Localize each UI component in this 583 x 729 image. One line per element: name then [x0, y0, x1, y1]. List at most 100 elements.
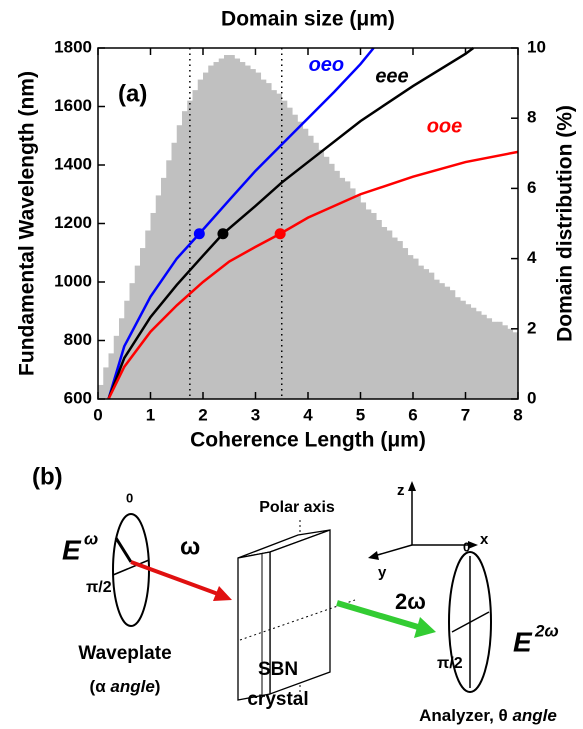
histogram-bar	[255, 72, 262, 399]
histogram-bar	[497, 321, 503, 399]
histogram-bar	[423, 269, 430, 399]
polar-axis-label: Polar axis	[259, 499, 335, 516]
arrowhead	[414, 617, 436, 638]
x-label: x	[480, 531, 489, 548]
y-tick-label: 800	[64, 330, 92, 349]
histogram-bar	[276, 93, 283, 399]
histogram-bar	[355, 195, 361, 399]
x-tick-label: 5	[356, 405, 365, 424]
panel-label: (a)	[118, 80, 147, 107]
histogram-bar	[260, 79, 267, 399]
histogram-bar	[465, 304, 472, 399]
analyzer-label: Analyzer, θ angle	[419, 706, 557, 725]
histogram-bar	[124, 300, 130, 399]
chart-a: oeo eee ooe 0 1 2 3 4 5 6 7 8 600 800 1000 1200 1400 1600…	[16, 8, 577, 452]
histogram-bar	[287, 107, 293, 400]
histogram-bar	[113, 335, 120, 399]
histogram-bar	[449, 290, 456, 399]
histogram-bar	[192, 90, 199, 400]
panel-label: (b)	[32, 463, 63, 490]
histogram-bar	[203, 72, 209, 399]
input-beam	[130, 560, 219, 596]
analyzer-shape	[448, 551, 492, 693]
histogram-bar	[360, 202, 367, 399]
histogram-bar	[444, 286, 451, 399]
histogram-bar	[129, 283, 136, 399]
an-zero: 0	[463, 539, 470, 554]
histogram-bar	[302, 128, 309, 400]
y2-tick-label: 4	[527, 248, 537, 267]
arrowhead	[368, 551, 379, 560]
histogram-bar	[271, 90, 277, 400]
histogram-bar	[334, 170, 340, 399]
histogram-bar	[176, 125, 183, 399]
histogram-bar	[103, 367, 109, 399]
marker	[217, 228, 229, 240]
histogram-bar	[140, 248, 146, 399]
histogram-bar	[476, 311, 482, 399]
x-tick-label: 0	[93, 405, 102, 424]
histogram-bar	[418, 265, 424, 399]
x-axis-label: Coherence Length (μm)	[190, 429, 426, 452]
x-tick-label: 2	[198, 405, 207, 424]
histogram-bar	[208, 65, 214, 400]
y-tick-label: 1200	[54, 213, 92, 232]
histogram-bar	[470, 307, 477, 399]
y2-tick-label: 8	[527, 108, 536, 127]
x-tick-label: 1	[146, 405, 155, 424]
histogram-bar	[397, 241, 403, 399]
e-in: E	[62, 534, 82, 565]
omega: ω	[180, 533, 200, 560]
y-label: y	[378, 564, 387, 581]
histogram-bar	[350, 188, 356, 399]
histogram-bar	[250, 69, 256, 399]
histogram-bar	[313, 142, 319, 399]
histogram-bar	[376, 219, 382, 399]
histogram-bar	[145, 230, 151, 399]
histogram-bar	[392, 237, 398, 399]
e-out-sup: 2ω	[534, 621, 559, 640]
y2-tick-label: 6	[527, 178, 536, 197]
x-tick-label: 4	[303, 405, 313, 424]
histogram-bar	[344, 181, 351, 399]
histogram-bar	[455, 297, 461, 399]
histogram-bar	[213, 62, 220, 399]
histogram-bar	[98, 384, 104, 399]
histogram-bar	[329, 163, 335, 399]
x-tick-label: 8	[513, 405, 522, 424]
histogram-bar	[381, 227, 388, 399]
curve	[107, 150, 519, 400]
waveplate-shape	[112, 513, 150, 627]
x-tick-label: 7	[461, 405, 470, 424]
histogram-bar	[108, 353, 115, 399]
histogram-bar	[187, 100, 193, 400]
beam-path	[239, 599, 356, 641]
histogram-bar	[402, 248, 409, 399]
analyzer-vector	[451, 611, 490, 633]
curve	[107, 47, 375, 400]
waveplate-axis	[112, 559, 150, 576]
histogram-bar	[371, 212, 377, 399]
e-vector	[114, 537, 133, 563]
histogram-bar	[197, 79, 204, 399]
histogram-bar	[297, 121, 304, 400]
curve	[107, 46, 475, 400]
arrowhead	[213, 586, 232, 601]
x-tick-label: 3	[251, 405, 260, 424]
histogram-bar	[239, 62, 246, 399]
histogram-bar	[323, 156, 330, 399]
histogram-bar	[502, 325, 508, 399]
series-label: oeo	[309, 54, 345, 76]
text-part: )	[155, 677, 161, 696]
waveplate-angle: (α angle)	[90, 677, 161, 696]
histogram-bar	[481, 314, 487, 399]
x2-axis-label: Domain size (μm)	[221, 8, 395, 31]
an-half: π/2	[437, 655, 463, 672]
y-axis	[373, 544, 413, 557]
histogram-bar	[281, 100, 288, 400]
text-part: (α	[90, 677, 111, 696]
histogram-bar	[434, 279, 440, 399]
x-tick-label: 6	[408, 405, 417, 424]
histogram-bar	[292, 114, 298, 399]
